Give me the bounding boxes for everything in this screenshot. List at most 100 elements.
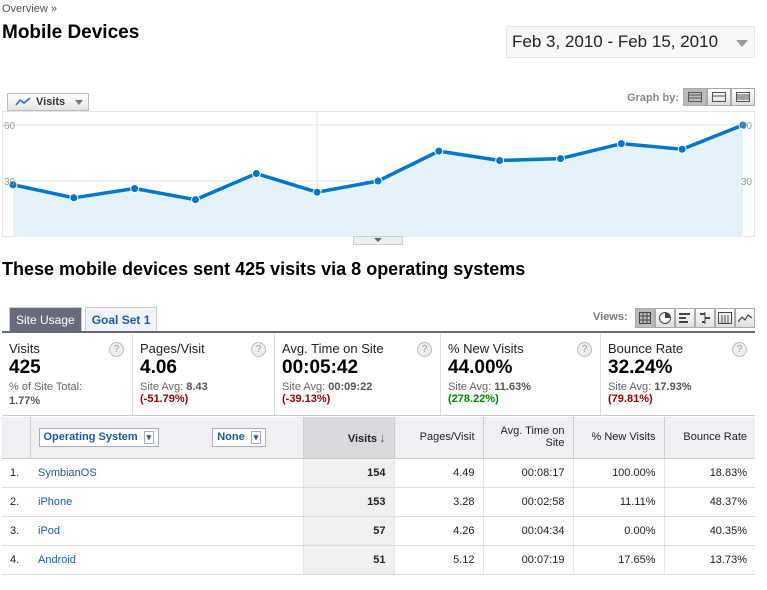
scorecard-visits: Visits 425 % of Site Total: 1.77% ?: [2, 334, 133, 415]
chevron-down-icon: [75, 100, 83, 105]
scorecard-name: Pages/Visit: [140, 341, 205, 356]
column-header-new-visits[interactable]: % New Visits: [573, 417, 665, 459]
column-label: Visits: [347, 432, 377, 445]
data-point: [556, 154, 565, 164]
date-range-label: Feb 3, 2010 - Feb 15, 2010: [512, 32, 719, 51]
week-icon: [712, 92, 726, 102]
secondary-dimension-select[interactable]: None ▾: [212, 427, 267, 447]
scorecard-sub-value: 00:09:22: [328, 381, 373, 393]
view-table-button[interactable]: [635, 308, 655, 328]
secondary-dimension-label: None: [217, 430, 245, 443]
scorecard-sub-value: 1.77%: [9, 395, 41, 407]
help-icon[interactable]: ?: [577, 342, 592, 357]
row-dimension-link[interactable]: SymbianOS: [30, 458, 304, 488]
row-avg-time: 00:02:58: [483, 487, 574, 517]
view-pie-button[interactable]: [655, 308, 675, 328]
data-point: [495, 155, 505, 165]
data-table: Operating System ▾ None ▾ Visits ↓ Pages/Vi…: [2, 417, 755, 575]
help-icon[interactable]: ?: [251, 342, 266, 357]
row-visits: 153: [303, 487, 395, 517]
row-new-visits: 100.00%: [573, 458, 665, 488]
chevron-down-icon: ▾: [143, 430, 155, 444]
date-range-picker[interactable]: Feb 3, 2010 - Feb 15, 2010: [506, 26, 755, 58]
data-point: [434, 146, 444, 156]
data-point: [677, 144, 687, 154]
scorecard-sub-label: Site Avg:: [282, 381, 326, 393]
row-pages-visit: 5.12: [394, 545, 484, 575]
view-pivot-button[interactable]: [715, 308, 735, 328]
table-row: 4. Android 51 5.12 00:07:19 17.65% 13.73…: [2, 545, 755, 575]
scorecard-value: 32.24%: [608, 357, 673, 378]
y-tick-label-right: 30: [741, 177, 753, 188]
y-tick-label-left: 30: [4, 177, 16, 188]
report-tabs: Site Usage Goal Set 1: [9, 307, 158, 331]
help-icon[interactable]: ?: [417, 342, 432, 357]
help-icon[interactable]: ?: [109, 342, 124, 357]
graph-by-week-button[interactable]: [707, 88, 731, 106]
data-point: [191, 195, 200, 205]
view-sparkline-button[interactable]: [735, 308, 755, 328]
scorecard-name: Avg. Time on Site: [282, 341, 384, 356]
table-row: 1. SymbianOS 154 4.49 00:08:17 100.00% 1…: [2, 458, 755, 488]
column-header-pages-visit[interactable]: Pages/Visit: [394, 417, 484, 459]
row-dimension-link[interactable]: iPhone: [30, 487, 304, 517]
page-title: Mobile Devices: [2, 22, 140, 43]
graph-by-month-button[interactable]: [731, 88, 755, 106]
row-dimension-link[interactable]: Android: [30, 545, 304, 575]
row-new-visits: 17.65%: [573, 545, 665, 575]
chevron-down-icon: ▾: [250, 430, 262, 444]
column-header-visits[interactable]: Visits ↓: [303, 417, 395, 459]
row-number: 4.: [2, 545, 30, 575]
primary-dimension-select[interactable]: Operating System ▾: [38, 427, 160, 447]
comparison-icon: [700, 312, 710, 324]
row-visits: 154: [303, 458, 395, 488]
row-bounce-rate: 48.37%: [664, 487, 755, 517]
row-visits: 51: [303, 545, 395, 575]
view-performance-button[interactable]: [675, 308, 695, 328]
row-bounce-rate: 13.73%: [664, 545, 755, 575]
table-row: 3. iPod 57 4.26 00:04:34 0.00% 40.35%: [2, 516, 755, 546]
tab-site-usage[interactable]: Site Usage: [9, 307, 82, 331]
chart-collapse-handle[interactable]: [353, 236, 403, 245]
table-row: 2. iPhone 153 3.28 00:02:58 11.11% 48.37…: [2, 487, 755, 517]
help-icon[interactable]: ?: [732, 342, 747, 357]
breadcrumb[interactable]: Overview »: [2, 3, 58, 15]
column-header-avg-time[interactable]: Avg. Time on Site: [483, 417, 574, 459]
row-pages-visit: 3.28: [394, 487, 484, 517]
row-new-visits: 0.00%: [573, 516, 665, 546]
sparkline-icon: [738, 314, 752, 323]
row-number: 2.: [2, 487, 30, 517]
table-header-row: Operating System ▾ None ▾ Visits ↓ Pages/Vi…: [2, 417, 755, 459]
tab-goal-set-1[interactable]: Goal Set 1: [84, 307, 158, 331]
scorecard-value: 4.06: [140, 357, 177, 378]
graph-by-day-button[interactable]: [683, 88, 707, 106]
month-icon: [736, 92, 750, 102]
summary-sentence: These mobile devices sent 425 visits via…: [2, 259, 526, 279]
scorecard-sub-label: % of Site Total:: [9, 381, 83, 393]
data-point: [69, 193, 79, 203]
tab-divider: [2, 331, 755, 333]
data-point: [251, 169, 261, 179]
data-point: [738, 120, 748, 130]
visits-line-chart: Feb 860306030: [2, 111, 755, 237]
scorecard-delta: (-51.79%): [140, 393, 189, 405]
row-pages-visit: 4.26: [394, 516, 484, 546]
view-buttons: [635, 308, 755, 328]
graph-by-label: Graph by:: [627, 92, 679, 104]
y-tick-label-right: 60: [741, 121, 753, 132]
metric-label: Visits: [36, 96, 66, 108]
column-header-bounce-rate[interactable]: Bounce Rate: [664, 417, 755, 459]
row-dimension-link[interactable]: iPod: [30, 516, 304, 546]
view-comparison-button[interactable]: [695, 308, 715, 328]
sort-down-icon: ↓: [379, 429, 386, 445]
scorecard-value: 00:05:42: [282, 357, 359, 378]
table-icon: [639, 312, 651, 324]
data-point: [373, 176, 383, 186]
scorecard-bounce-rate: Bounce Rate 32.24% Site Avg: 17.93% (79.…: [601, 334, 755, 415]
row-new-visits: 11.11%: [573, 487, 665, 517]
scorecard-avg-time: Avg. Time on Site 00:05:42 Site Avg: 00:…: [275, 334, 441, 415]
row-number-header: [2, 417, 31, 459]
metric-selector-button[interactable]: Visits: [7, 93, 89, 111]
row-bounce-rate: 18.83%: [664, 458, 755, 488]
data-point: [130, 183, 140, 193]
